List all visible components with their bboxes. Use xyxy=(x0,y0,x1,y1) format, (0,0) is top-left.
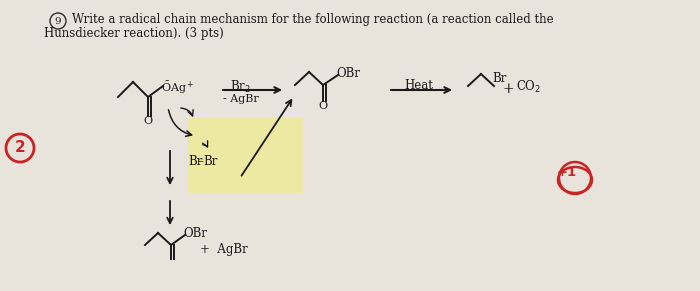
FancyBboxPatch shape xyxy=(188,118,303,193)
Text: Br$_2$: Br$_2$ xyxy=(230,79,251,95)
Text: +: + xyxy=(502,82,514,96)
Text: - AgBr: - AgBr xyxy=(223,94,259,104)
Text: OBr: OBr xyxy=(336,67,360,80)
Text: O: O xyxy=(144,116,153,126)
Text: –: – xyxy=(197,155,203,168)
Text: OBr: OBr xyxy=(183,227,207,240)
Text: Heat: Heat xyxy=(404,79,433,92)
Text: +  AgBr: + AgBr xyxy=(200,243,248,256)
Text: $\mathregular{\bar{O}}$Ag$^+$: $\mathregular{\bar{O}}$Ag$^+$ xyxy=(161,80,195,96)
Text: Write a radical chain mechanism for the following reaction (a reaction called th: Write a radical chain mechanism for the … xyxy=(72,13,554,26)
Text: Hunsdiecker reaction). (3 pts): Hunsdiecker reaction). (3 pts) xyxy=(44,27,224,40)
Text: Br: Br xyxy=(188,155,202,168)
Text: Br: Br xyxy=(203,155,218,168)
Text: Br: Br xyxy=(492,72,506,85)
Text: CO$_2$: CO$_2$ xyxy=(516,79,541,95)
Text: 2: 2 xyxy=(15,141,25,155)
Text: +1: +1 xyxy=(557,166,577,178)
Text: O: O xyxy=(318,101,328,111)
Text: 9: 9 xyxy=(55,17,62,26)
